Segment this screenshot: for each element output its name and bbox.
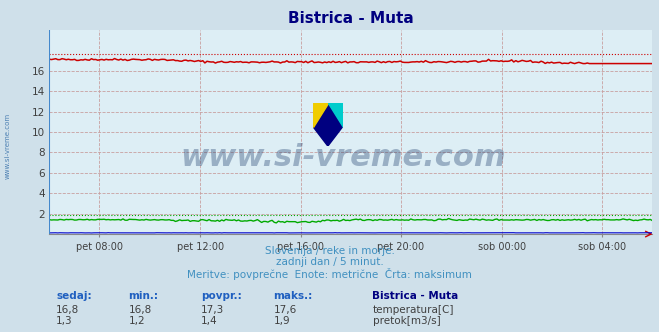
Polygon shape	[313, 103, 343, 146]
Text: 16,8: 16,8	[56, 305, 79, 315]
Text: Slovenija / reke in morje.: Slovenija / reke in morje.	[264, 246, 395, 256]
Text: 1,4: 1,4	[201, 316, 217, 326]
Text: temperatura[C]: temperatura[C]	[373, 305, 455, 315]
Title: Bistrica - Muta: Bistrica - Muta	[288, 11, 414, 26]
Text: sedaj:: sedaj:	[56, 291, 92, 301]
Text: 16,8: 16,8	[129, 305, 152, 315]
Text: maks.:: maks.:	[273, 291, 313, 301]
Text: 17,6: 17,6	[273, 305, 297, 315]
Text: www.si-vreme.com: www.si-vreme.com	[180, 143, 505, 172]
Polygon shape	[313, 103, 328, 126]
Text: 1,3: 1,3	[56, 316, 72, 326]
Text: 1,2: 1,2	[129, 316, 145, 326]
Text: zadnji dan / 5 minut.: zadnji dan / 5 minut.	[275, 257, 384, 267]
Text: Meritve: povprečne  Enote: metrične  Črta: maksimum: Meritve: povprečne Enote: metrične Črta:…	[187, 268, 472, 280]
Text: pretok[m3/s]: pretok[m3/s]	[373, 316, 441, 326]
Text: 17,3: 17,3	[201, 305, 224, 315]
Polygon shape	[328, 103, 343, 126]
Text: Bistrica - Muta: Bistrica - Muta	[372, 291, 459, 301]
Text: www.si-vreme.com: www.si-vreme.com	[5, 113, 11, 179]
Text: povpr.:: povpr.:	[201, 291, 242, 301]
Text: 1,9: 1,9	[273, 316, 290, 326]
Text: min.:: min.:	[129, 291, 159, 301]
